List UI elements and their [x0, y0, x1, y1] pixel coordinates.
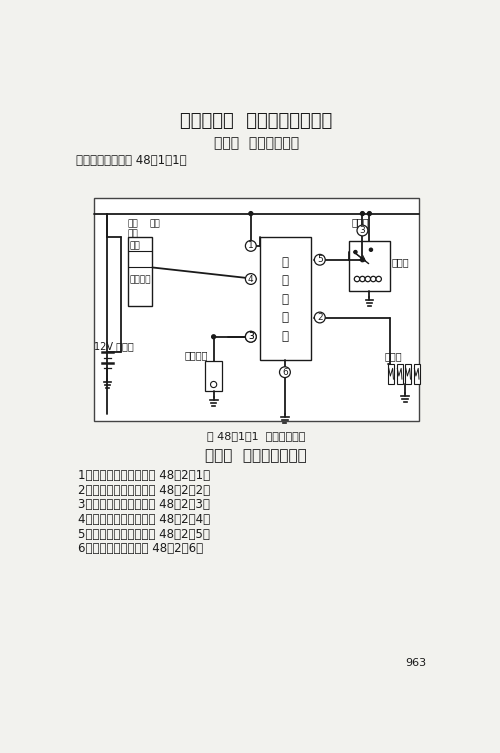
- Bar: [94, 198, 419, 422]
- Circle shape: [246, 273, 256, 285]
- Circle shape: [314, 255, 325, 265]
- Circle shape: [280, 367, 290, 377]
- Text: 3．前雨刁器电路图见图 48－2－3。: 3．前雨刁器电路图见图 48－2－3。: [78, 498, 210, 511]
- Text: 4．后雨刁器电路图见图 48－2－4。: 4．后雨刁器电路图见图 48－2－4。: [78, 513, 210, 526]
- Bar: [349, 240, 390, 291]
- Bar: [405, 364, 411, 384]
- Text: 4: 4: [248, 275, 254, 284]
- Text: 指示灯: 指示灯: [352, 218, 369, 227]
- Circle shape: [368, 212, 372, 215]
- Circle shape: [370, 276, 376, 282]
- Circle shape: [354, 276, 360, 282]
- Text: 温度开关: 温度开关: [184, 351, 208, 361]
- Text: 5: 5: [317, 255, 322, 264]
- Text: 第一节  发动机电路图: 第一节 发动机电路图: [214, 136, 299, 151]
- Text: 5．电动门窗电路图见图 48－2－5。: 5．电动门窗电路图见图 48－2－5。: [78, 528, 210, 541]
- Text: 点火开关: 点火开关: [129, 275, 150, 284]
- Text: 断开: 断开: [128, 229, 138, 238]
- Text: 预热塞: 预热塞: [384, 352, 402, 361]
- Bar: [128, 236, 152, 306]
- Bar: [260, 236, 310, 360]
- Text: 启动: 启动: [129, 241, 140, 250]
- Text: 定: 定: [282, 293, 289, 306]
- Circle shape: [212, 335, 216, 339]
- Text: 1: 1: [248, 242, 254, 251]
- Circle shape: [354, 251, 357, 254]
- Circle shape: [360, 276, 365, 282]
- Text: 预: 预: [282, 256, 289, 269]
- Text: 2．中央门锁电路图见图 48－2－2。: 2．中央门锁电路图见图 48－2－2。: [78, 484, 210, 497]
- Bar: [388, 364, 394, 384]
- Circle shape: [314, 312, 325, 323]
- Bar: [205, 361, 222, 391]
- Text: 3: 3: [248, 332, 254, 341]
- Text: 闭合: 闭合: [150, 220, 160, 229]
- Text: 附件: 附件: [128, 220, 138, 229]
- Text: 12V 蓄电池: 12V 蓄电池: [94, 341, 133, 352]
- Text: 2: 2: [317, 313, 322, 322]
- Circle shape: [246, 331, 256, 342]
- Text: 6．前大灯电路图见图 48－2－6。: 6．前大灯电路图见图 48－2－6。: [78, 542, 203, 556]
- Text: 时: 时: [282, 311, 289, 325]
- Circle shape: [246, 331, 256, 342]
- Bar: [396, 364, 402, 384]
- Text: 1．空调系统电路图见图 48－2－1。: 1．空调系统电路图见图 48－2－1。: [78, 469, 210, 482]
- Bar: [414, 364, 420, 384]
- Circle shape: [360, 212, 364, 215]
- Text: 继电器: 继电器: [392, 258, 409, 267]
- Text: 器: 器: [282, 330, 289, 343]
- Text: 3: 3: [248, 332, 254, 341]
- Text: 图 48－1－1  发动机电路图: 图 48－1－1 发动机电路图: [207, 431, 306, 441]
- Text: 第二节  电气系统电路图: 第二节 电气系统电路图: [206, 448, 307, 463]
- Text: 963: 963: [406, 658, 427, 668]
- Text: 发动机电路图见图 48－1－1。: 发动机电路图见图 48－1－1。: [76, 154, 187, 167]
- Circle shape: [360, 258, 364, 262]
- Text: 3: 3: [360, 226, 366, 235]
- Circle shape: [376, 276, 382, 282]
- Text: 热: 热: [282, 274, 289, 288]
- Circle shape: [246, 240, 256, 252]
- Text: 6: 6: [282, 367, 288, 376]
- Text: 第四十八章  江铃福特全顺客车: 第四十八章 江铃福特全顺客车: [180, 112, 332, 130]
- Circle shape: [249, 212, 253, 215]
- Circle shape: [370, 248, 372, 252]
- Circle shape: [365, 276, 370, 282]
- Circle shape: [357, 225, 368, 236]
- Circle shape: [210, 382, 216, 388]
